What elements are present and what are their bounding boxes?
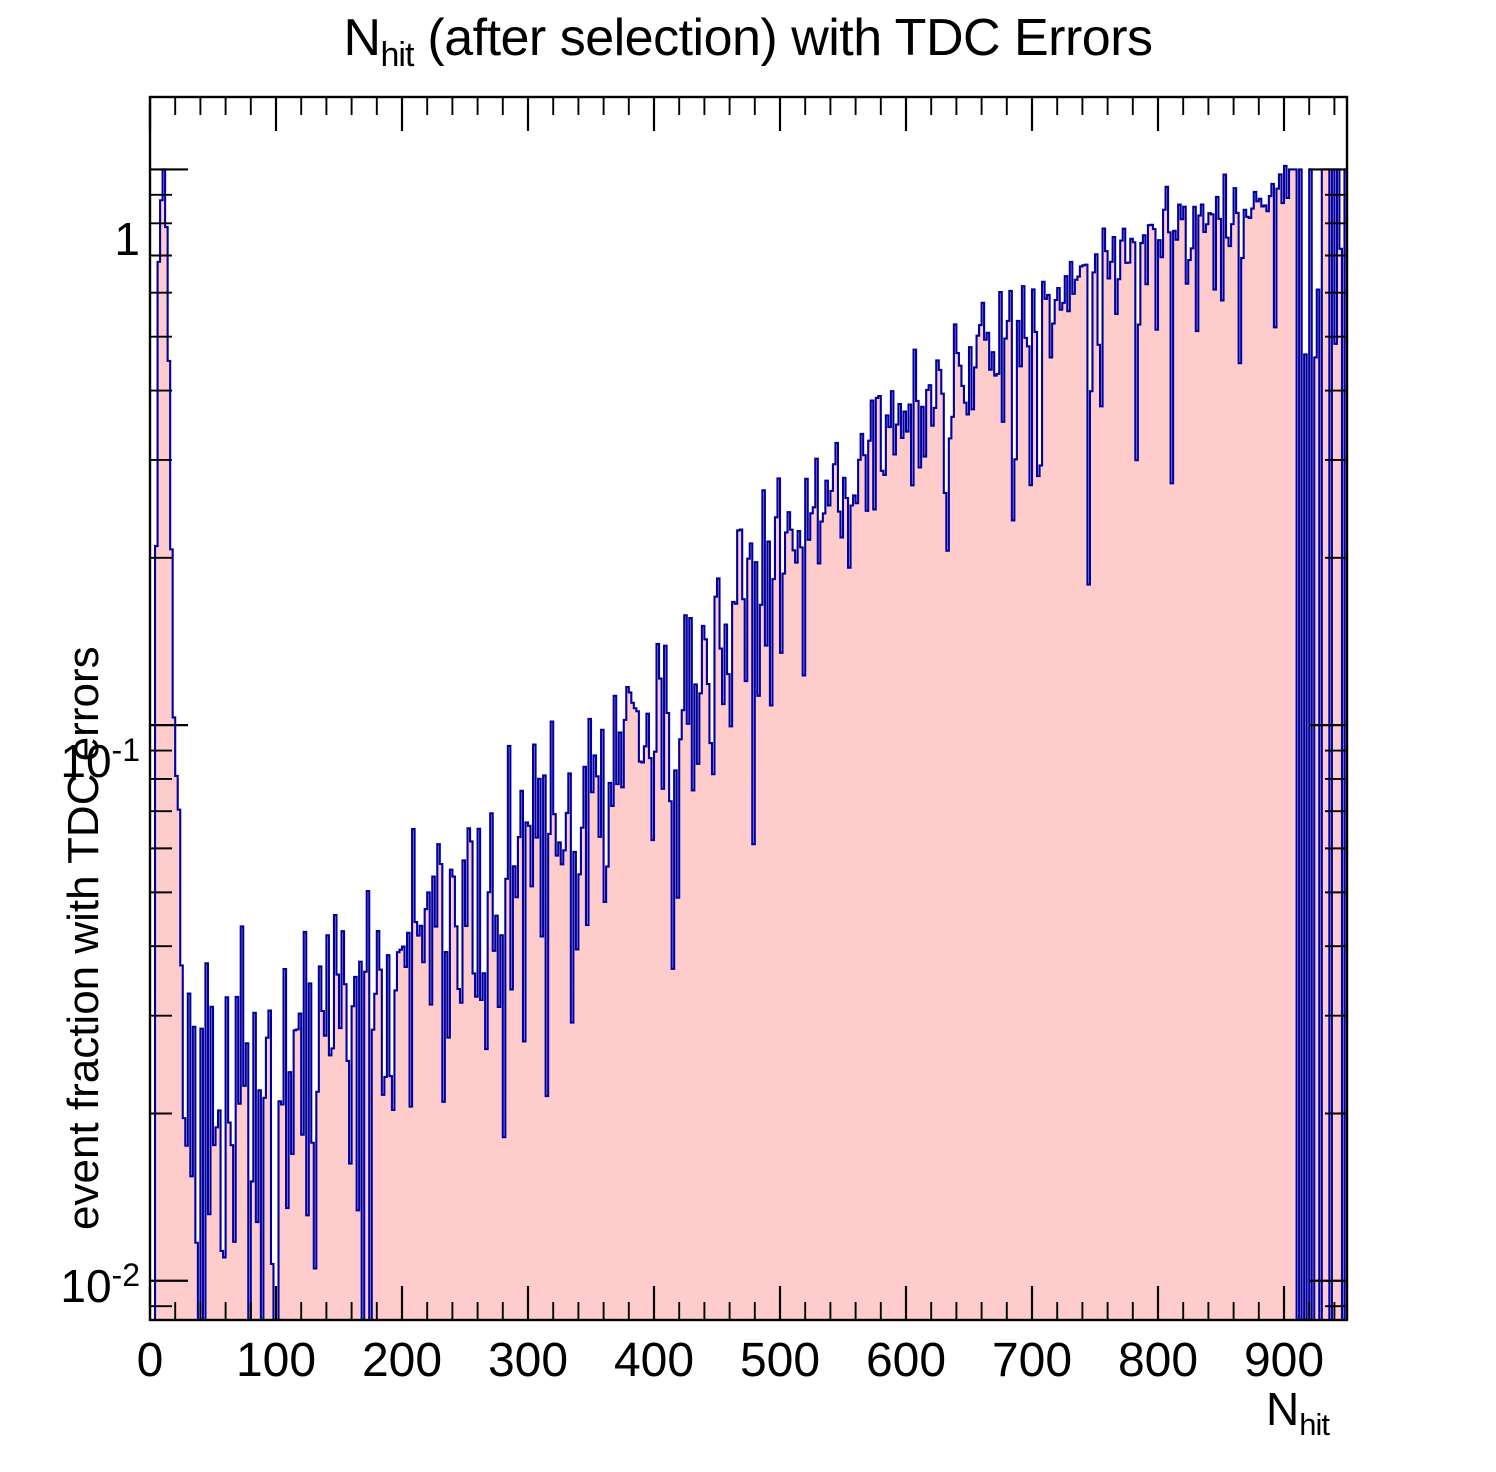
y-tick-label-1e-1: 10-1: [60, 732, 140, 787]
y-tick-label-1: 1: [114, 213, 140, 265]
page-title: Nhit (after selection) with TDC Errors: [0, 8, 1496, 74]
title-suffix: (after selection) with TDC Errors: [413, 9, 1153, 67]
x-title-prefix: N: [1266, 1383, 1300, 1435]
histogram-outline: [150, 164, 1349, 1322]
x-tick-label-700: 700: [991, 1334, 1073, 1387]
plot-frame: [148, 95, 1349, 1322]
x-tick-label-600: 600: [865, 1334, 947, 1387]
x-tick-label-300: 300: [487, 1334, 569, 1387]
title-prefix: N: [343, 9, 381, 67]
x-axis-title: Nhit: [1266, 1382, 1330, 1442]
x-tick-label-200: 200: [361, 1334, 443, 1387]
x-tick-label-500: 500: [739, 1334, 821, 1387]
title-subscript: hit: [380, 36, 415, 74]
y-tick-label-1e-2: 10-2: [60, 1257, 140, 1312]
x-title-subscript: hit: [1299, 1407, 1330, 1442]
x-tick-label-100: 100: [235, 1334, 317, 1387]
x-tick-label-400: 400: [613, 1334, 695, 1387]
x-tick-label-0: 0: [136, 1334, 164, 1387]
x-tick-label-900: 900: [1243, 1334, 1325, 1387]
x-tick-label-800: 800: [1117, 1334, 1199, 1387]
histogram-fill: [150, 165, 1347, 1320]
